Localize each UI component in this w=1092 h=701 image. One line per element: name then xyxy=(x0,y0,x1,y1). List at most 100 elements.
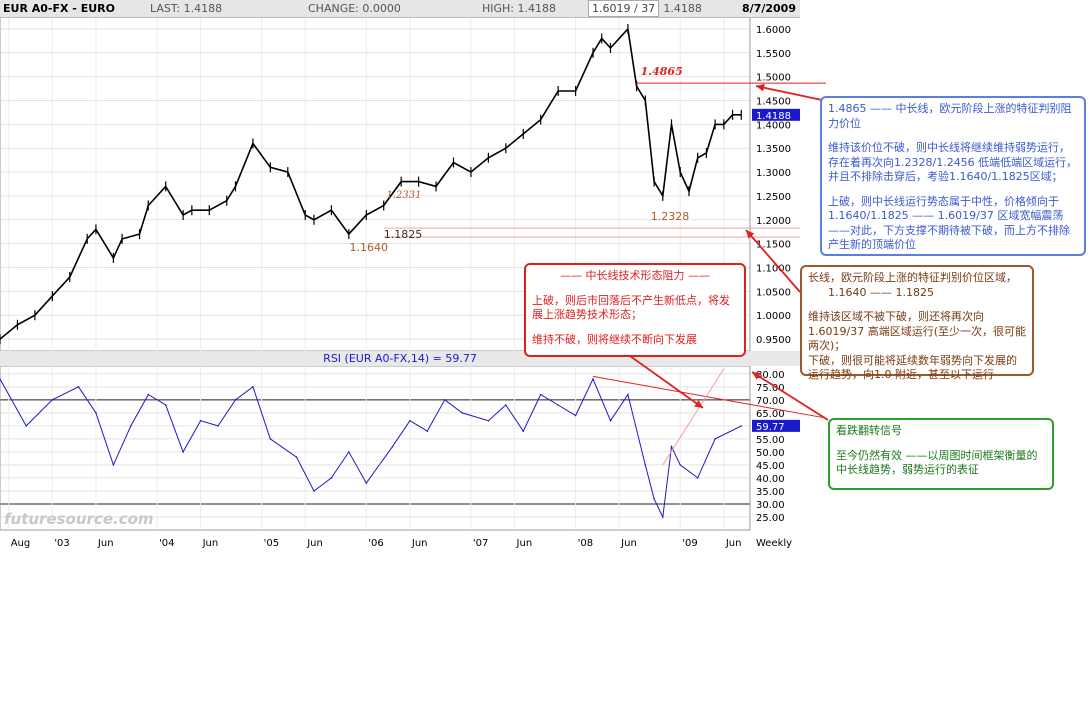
rsi-tick-label: 35.00 xyxy=(756,487,785,498)
x-tick-label: '09 xyxy=(682,538,697,549)
rsi-point xyxy=(557,404,559,406)
rsi-point xyxy=(77,386,80,388)
last-value: LAST: 1.4188 xyxy=(150,2,223,15)
annotation-11640: 1.1640 xyxy=(350,241,389,254)
last-rsi-label: 59.77 xyxy=(756,422,785,433)
price-tick-label: 1.5000 xyxy=(756,73,791,84)
rsi-down-trendline xyxy=(592,375,827,419)
rsi-point xyxy=(330,477,333,479)
x-tick-label: Jun xyxy=(725,538,742,549)
note-red-box: —— 中长线技术形态阻力 —— 上破，则后市回落后不产生新低点，将发展上涨趋势技… xyxy=(524,263,746,357)
rsi-point xyxy=(25,425,27,427)
last-rsi-tag xyxy=(752,419,800,432)
rsi-point xyxy=(112,464,115,466)
x-tick-label: Jun xyxy=(516,538,533,549)
rsi-point xyxy=(661,516,664,518)
rsi-point xyxy=(130,425,132,427)
annotation-12328: 1.2328 xyxy=(651,210,690,223)
rsi-tick-label: 45.00 xyxy=(756,461,785,472)
rsi-title: RSI (EUR A0-FX,14) = 59.77 xyxy=(323,352,477,365)
high-badge: 1.6019 / 37 xyxy=(588,0,660,17)
x-tick-label: Aug xyxy=(11,538,31,549)
note-red-line: 维持不破，则将继续不断向下发展 xyxy=(532,332,697,346)
price-tick-label: 1.1500 xyxy=(756,240,791,251)
note-brown-line: 长线，欧元阶段上涨的特征判别价位区域， xyxy=(808,271,1017,284)
note-red-title: —— 中长线技术形态阻力 —— xyxy=(560,269,710,282)
rsi-y-ticks: 80.0075.0070.0065.0060.0055.0050.0045.00… xyxy=(756,370,785,524)
blue-note-arrow-head xyxy=(756,83,765,92)
rsi-tick-label: 30.00 xyxy=(756,500,785,511)
note-green-line: 至今仍然有效 ——以周图时间框架衡量的中长线趋势，弱势运行的表征 xyxy=(836,448,1038,477)
rsi-point xyxy=(348,451,350,453)
rsi-point xyxy=(313,490,315,492)
rsi-point xyxy=(199,419,202,422)
note-green-title: 看跌翻转信号 xyxy=(836,424,902,437)
blue-note-arrow xyxy=(755,85,823,101)
price-series: 1.4188 xyxy=(0,23,800,345)
note-brown-line: 下破，则很可能将延续数年弱势向下发展的运行趋势，向1.0 附近，甚至以下运行 xyxy=(808,353,1017,382)
annotation-11825: 1.1825 xyxy=(384,228,423,241)
price-tick-label: 1.4500 xyxy=(756,97,791,108)
price-tick-label: 1.5500 xyxy=(756,49,791,60)
rsi-point xyxy=(679,464,682,466)
rsi-point xyxy=(51,399,54,401)
x-tick-label: '08 xyxy=(578,538,593,549)
rsi-point xyxy=(269,438,272,440)
price-tick-label: 1.3500 xyxy=(756,144,791,155)
price-tick-label: 1.2000 xyxy=(756,216,791,227)
rsi-point xyxy=(696,477,699,479)
note-blue-line: 维持该价位不破，则中长线将继续维持弱势运行，存在着再次向1.2328/1.245… xyxy=(828,141,1078,183)
rsi-point xyxy=(182,451,184,453)
rsi-tick-label: 50.00 xyxy=(756,448,785,459)
price-y-ticks: 1.6000 1.5500 1.5000 1.4500 1.4000 1.3500 1.30… xyxy=(756,25,791,346)
red-note-arrow xyxy=(629,355,704,409)
note-brown-line: 维持该区域不被下破，则还将再次向1.6019/37 高端区域运行(至少一次，很可… xyxy=(808,310,1026,352)
note-brown-box: 长线，欧元阶段上涨的特征判别价位区域， 1.1640 —— 1.1825 维持该… xyxy=(800,265,1034,381)
red-note-arrow-head xyxy=(694,400,703,408)
price-tick-label: 1.0000 xyxy=(756,311,791,322)
rsi-point xyxy=(574,414,577,417)
rsi-point xyxy=(592,378,594,380)
annotation-14865: 1.4865 xyxy=(641,65,683,78)
rsi-point xyxy=(95,412,97,414)
rsi-point xyxy=(0,378,1,380)
price-tick-label: 1.1000 xyxy=(756,264,791,275)
rsi-tick-label: 65.00 xyxy=(756,409,785,420)
price-tick-label: 1.6000 xyxy=(756,25,791,36)
x-tick-label: '03 xyxy=(54,538,69,549)
note-red-line: 上破，则后市回落后不产生新低点，将发展上涨趋势技术形态； xyxy=(532,293,730,322)
low-value: L: 1.4188 xyxy=(650,2,702,15)
rsi-point xyxy=(391,445,394,448)
note-blue-box: 1.4865 —— 中长线，欧元阶段上涨的特征判别阻力价位 维持该价位不破，则中… xyxy=(820,96,1086,256)
price-tick-label: 1.3000 xyxy=(756,168,791,179)
green-note-arrow-head xyxy=(752,372,761,380)
price-tick-label: 1.0500 xyxy=(756,287,791,298)
x-tick-label: Jun xyxy=(306,538,323,549)
rsi-tick-label: 55.00 xyxy=(756,435,785,446)
rsi-grid xyxy=(0,373,750,518)
rsi-point xyxy=(505,404,507,406)
x-tick-label: Jun xyxy=(202,538,219,549)
rsi-point xyxy=(670,445,673,448)
rsi-point xyxy=(426,430,429,432)
last-price-tag xyxy=(752,108,800,121)
rsi-point xyxy=(461,412,464,414)
green-note-arrow xyxy=(751,371,829,421)
rsi-tick-label: 70.00 xyxy=(756,396,785,407)
rsi-point xyxy=(234,399,237,401)
brown-note-arrow-head xyxy=(746,230,755,239)
chart-date: 8/7/2009 xyxy=(742,2,796,15)
x-tick-label: Jun xyxy=(411,538,428,549)
x-tick-label: '06 xyxy=(368,538,383,549)
x-tick-label: '07 xyxy=(473,538,488,549)
annotation-12331: 1.2331 xyxy=(386,190,421,201)
rsi-series: 59.77 xyxy=(0,377,800,519)
x-tick-label: Jun xyxy=(620,538,637,549)
x-tick-label: Jun xyxy=(97,538,114,549)
rsi-tick-label: 25.00 xyxy=(756,513,785,524)
note-blue-line: 1.4865 —— 中长线，欧元阶段上涨的特征判别阻力价位 xyxy=(828,102,1072,130)
price-tick-label: 1.4000 xyxy=(756,120,791,131)
rsi-point xyxy=(740,425,743,427)
price-line xyxy=(0,27,742,340)
